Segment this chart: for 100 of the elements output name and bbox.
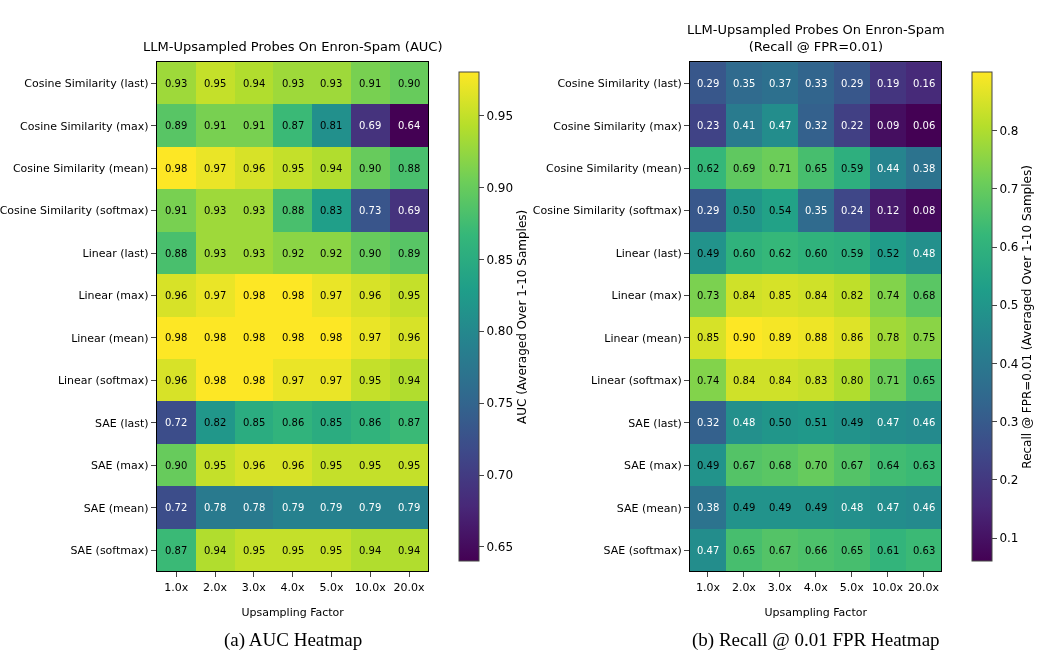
data-label: 0.98	[204, 375, 227, 386]
data-label: 0.84	[733, 375, 756, 386]
data-label: 0.97	[282, 375, 305, 386]
data-label: 0.85	[769, 290, 792, 301]
data-label: 0.95	[398, 290, 421, 301]
data-label: 0.90	[733, 332, 756, 343]
data-label: 0.37	[769, 78, 792, 89]
data-label: 0.95	[359, 375, 382, 386]
y-tick-label: Linear (softmax)	[591, 374, 682, 388]
data-label: 0.65	[733, 545, 756, 556]
y-tick-label: SAE (last)	[628, 416, 682, 430]
data-label: 0.92	[320, 248, 343, 259]
data-label: 0.96	[165, 375, 188, 386]
y-tick-label: SAE (softmax)	[70, 544, 149, 558]
x-tick-label: 3.0x	[767, 580, 793, 594]
data-label: 0.48	[841, 502, 864, 513]
data-label: 0.96	[243, 163, 266, 174]
data-label: 0.60	[805, 248, 828, 259]
data-label: 0.90	[359, 163, 382, 174]
data-label: 0.67	[733, 460, 756, 471]
data-label: 0.96	[165, 290, 188, 301]
color-bar-label: 0.85	[486, 252, 514, 267]
data-label: 0.38	[913, 163, 936, 174]
x-tick-label: 3.0x	[241, 580, 267, 594]
data-label: 0.98	[165, 332, 188, 343]
y-tick-label: Linear (last)	[615, 246, 682, 260]
data-label: 0.91	[243, 120, 266, 131]
data-label: 0.79	[282, 502, 305, 513]
data-label: 0.86	[282, 417, 305, 428]
data-label: 0.66	[805, 545, 828, 556]
data-label: 0.09	[877, 120, 900, 131]
data-label: 0.93	[320, 78, 343, 89]
data-label: 0.62	[769, 248, 792, 259]
data-label: 0.16	[913, 78, 936, 89]
data-label: 0.63	[913, 545, 936, 556]
y-tick-label: Linear (mean)	[71, 331, 149, 345]
color-bar-label: 0.7	[999, 182, 1019, 196]
data-label: 0.46	[913, 417, 936, 428]
x-tick-label: 10.0x	[354, 580, 387, 594]
data-label: 0.82	[841, 290, 864, 301]
data-label: 0.97	[320, 375, 343, 386]
data-label: 0.83	[320, 205, 343, 216]
data-label: 0.98	[243, 290, 266, 301]
color-bar-title: AUC (Averaged Over 1-10 Samples)	[515, 209, 530, 424]
data-label: 0.95	[359, 460, 382, 471]
data-label: 0.06	[913, 120, 936, 131]
data-label: 0.72	[165, 417, 188, 428]
color-bar-label: 0.75	[486, 396, 514, 411]
x-tick-label: 20.0x	[908, 580, 940, 594]
data-label: 0.41	[733, 120, 756, 131]
x-tick-label: 5.0x	[839, 580, 865, 594]
data-label: 0.94	[243, 78, 266, 89]
data-label: 0.95	[282, 163, 305, 174]
y-tick-label: Cosine Similarity (last)	[557, 77, 682, 91]
data-label: 0.85	[697, 332, 720, 343]
data-label: 0.75	[913, 332, 936, 343]
x-tick-label: 2.0x	[731, 580, 757, 594]
data-label: 0.98	[282, 332, 305, 343]
data-label: 0.35	[733, 78, 756, 89]
data-label: 0.78	[243, 502, 266, 513]
data-label: 0.50	[733, 205, 756, 216]
data-label: 0.67	[769, 545, 792, 556]
data-label: 0.08	[913, 205, 936, 216]
data-label: 0.29	[697, 205, 720, 216]
data-label: 0.78	[877, 332, 900, 343]
y-tick-label: Cosine Similarity (mean)	[546, 162, 682, 175]
data-label: 0.69	[398, 205, 421, 216]
data-label: 0.88	[282, 205, 305, 216]
data-label: 0.86	[359, 417, 382, 428]
data-label: 0.68	[769, 460, 792, 471]
data-label: 0.87	[282, 120, 305, 131]
data-label: 0.95	[204, 78, 227, 89]
data-label: 0.95	[398, 460, 421, 471]
data-label: 0.98	[243, 332, 266, 343]
data-label: 0.71	[877, 375, 900, 386]
x-tick-label: 20.0x	[393, 580, 426, 594]
data-label: 0.48	[913, 248, 936, 259]
color-bar-label: 0.95	[486, 108, 514, 123]
data-label: 0.49	[697, 460, 720, 471]
data-label: 0.94	[398, 545, 421, 556]
data-label: 0.69	[733, 163, 756, 174]
color-bar-label: 0.5	[999, 298, 1019, 313]
data-label: 0.73	[697, 290, 720, 301]
y-tick-label: SAE (softmax)	[603, 544, 682, 558]
data-label: 0.84	[805, 290, 828, 301]
data-label: 0.59	[841, 248, 864, 259]
data-label: 0.68	[913, 290, 936, 301]
data-label: 0.79	[320, 502, 343, 513]
y-tick-label: Linear (last)	[82, 246, 149, 260]
data-label: 0.32	[805, 120, 828, 131]
color-bar-label: 0.3	[999, 414, 1019, 429]
data-label: 0.96	[282, 460, 305, 471]
data-label: 0.93	[204, 248, 227, 259]
color-bar-label: 0.4	[999, 356, 1019, 371]
color-bar-label: 0.90	[486, 180, 514, 195]
x-tick-label: 4.0x	[280, 580, 306, 594]
data-label: 0.89	[165, 120, 188, 131]
data-label: 0.93	[204, 205, 227, 216]
data-label: 0.69	[359, 120, 382, 131]
data-label: 0.29	[697, 78, 720, 89]
